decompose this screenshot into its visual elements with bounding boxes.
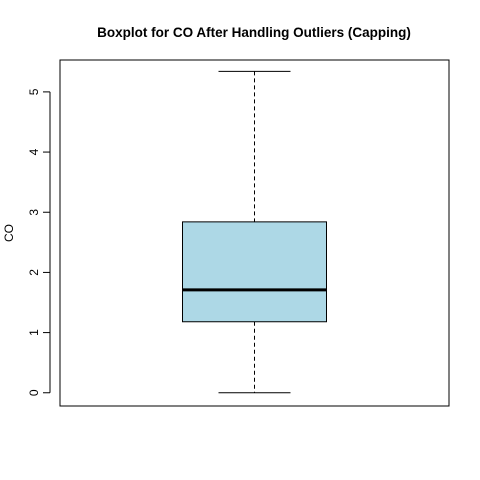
y-axis: 0 1 2 3 4 5 xyxy=(27,88,51,396)
plot-frame xyxy=(59,59,450,407)
y-axis-label: CO xyxy=(2,224,16,242)
y-tick-label: 3 xyxy=(27,209,41,216)
y-tick-label: 4 xyxy=(27,148,41,155)
y-tick-label: 5 xyxy=(27,88,41,95)
boxplot-series xyxy=(182,70,327,394)
box-iqr xyxy=(182,221,327,323)
chart-title: Boxplot for CO After Handling Outliers (… xyxy=(97,25,411,40)
y-tick-label: 1 xyxy=(27,329,41,336)
y-tick-label: 2 xyxy=(27,269,41,276)
y-tick-label: 0 xyxy=(27,389,41,396)
